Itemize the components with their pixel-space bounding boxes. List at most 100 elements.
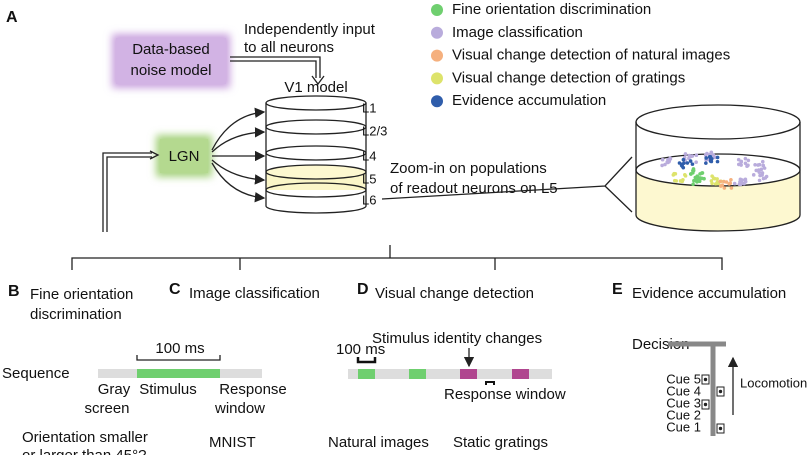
neuron-dot [739,159,744,164]
neuron-dots [660,150,769,190]
stimulus-bar [460,369,477,379]
neuron-dot [703,153,708,158]
layer-label: L4 [362,148,376,163]
cylinder [265,95,367,214]
neuron-dot [682,161,686,166]
neuron-dot [704,161,708,165]
legend: Fine orientation discrimination Image cla… [431,1,730,109]
neuron-dot [677,161,682,165]
task-note: Orientation smaller [22,429,148,446]
legend-swatch [431,72,443,85]
neuron-dot [711,176,716,181]
neuron-dot [753,162,757,167]
seq-label: window [214,400,265,417]
neuron-dot [704,156,708,160]
legend-swatch [431,95,443,108]
cue-label: Cue 4 [666,383,701,398]
zoom-note: Zoom-in on populations [390,160,547,177]
neuron-dot [763,176,768,180]
panel-label: E [612,281,623,298]
neuron-dot [740,181,744,185]
neuron-dot [736,157,741,162]
seq-label: Gray [98,381,131,398]
neuron-dot [751,173,756,177]
neuron-dot [700,171,705,175]
legend-swatch [431,4,443,16]
stimulus-bar [137,369,220,378]
lgn-label: LGN [169,148,200,165]
neuron-dot [683,152,688,156]
dataset-label: Static gratings [453,434,548,451]
panel-title: Visual change detection [375,285,534,302]
neuron-dot [728,181,733,186]
response-bracket [485,381,495,385]
dataset-label: MNIST [209,434,256,451]
noise-label: Data-based [132,41,210,58]
gray-bar [348,369,552,379]
neuron-dot [724,180,729,184]
neuron-dot [758,173,762,178]
neuron-dot [688,154,693,159]
neuron-dot [718,179,723,184]
neuron-dot [757,170,761,174]
neuron-dot [685,161,690,165]
stimulus-bar [512,369,529,379]
layer-label: L2/3 [362,123,387,138]
neuron-dot [689,172,693,176]
neuron-dot [709,179,714,183]
neuron-dot [761,163,766,168]
locomotion-label: Locomotion [740,375,807,390]
legend-label: Fine orientation discrimination [452,1,651,18]
neuron-dot [681,165,686,170]
neuron-dot [691,182,695,187]
neuron-dot [695,174,700,178]
neuron-dot [760,171,765,175]
lgn-arrows [211,107,266,203]
neuron-dot [694,153,699,158]
neuron-dot [759,167,764,172]
neuron-dot [732,181,737,186]
lgn-box-core [160,139,208,173]
cue-markers [701,374,725,434]
neuron-dot [729,186,734,190]
seq-label: Response [219,381,287,398]
neuron-dot [736,162,741,167]
legend-label: Visual change detection of gratings [452,69,685,86]
neuron-dot [681,157,686,162]
neuron-dot [667,160,671,164]
zoom-note: of readout neurons on L5 [390,180,558,197]
neuron-dot [691,168,696,173]
neuron-dot [708,154,713,159]
input-note: Independently input [244,21,376,38]
neuron-dot [712,155,717,160]
neuron-dot [709,150,714,155]
neuron-dot [746,163,750,168]
neuron-dot [715,155,720,160]
change-label: Stimulus identity changes [372,330,542,347]
neuron-dot [743,177,748,182]
dataset-label: Natural images [328,434,429,451]
neuron-dot [678,179,683,183]
neuron-dot [760,159,765,164]
arrow-head [149,150,160,160]
layer-label: L6 [362,192,376,207]
noise-box-core [116,38,226,84]
legend-label: Evidence accumulation [452,92,606,109]
neuron-dot [715,177,719,181]
layer-label: L1 [362,100,376,115]
neuron-dot [672,171,676,176]
input-note: to all neurons [244,39,334,56]
neuron-dot [694,160,698,165]
neuron-dot [697,179,702,184]
seq-label: screen [84,400,129,417]
duration-bracket [356,357,377,364]
arrow-head [311,75,325,86]
track [668,341,726,436]
panel-title: Image classification [189,285,320,302]
neuron-dot [674,179,679,183]
neuron-dot [690,162,695,166]
panel-label: D [357,281,369,298]
stimulus-bar [409,369,426,379]
legend-label: Visual change detection of natural image… [452,47,730,64]
